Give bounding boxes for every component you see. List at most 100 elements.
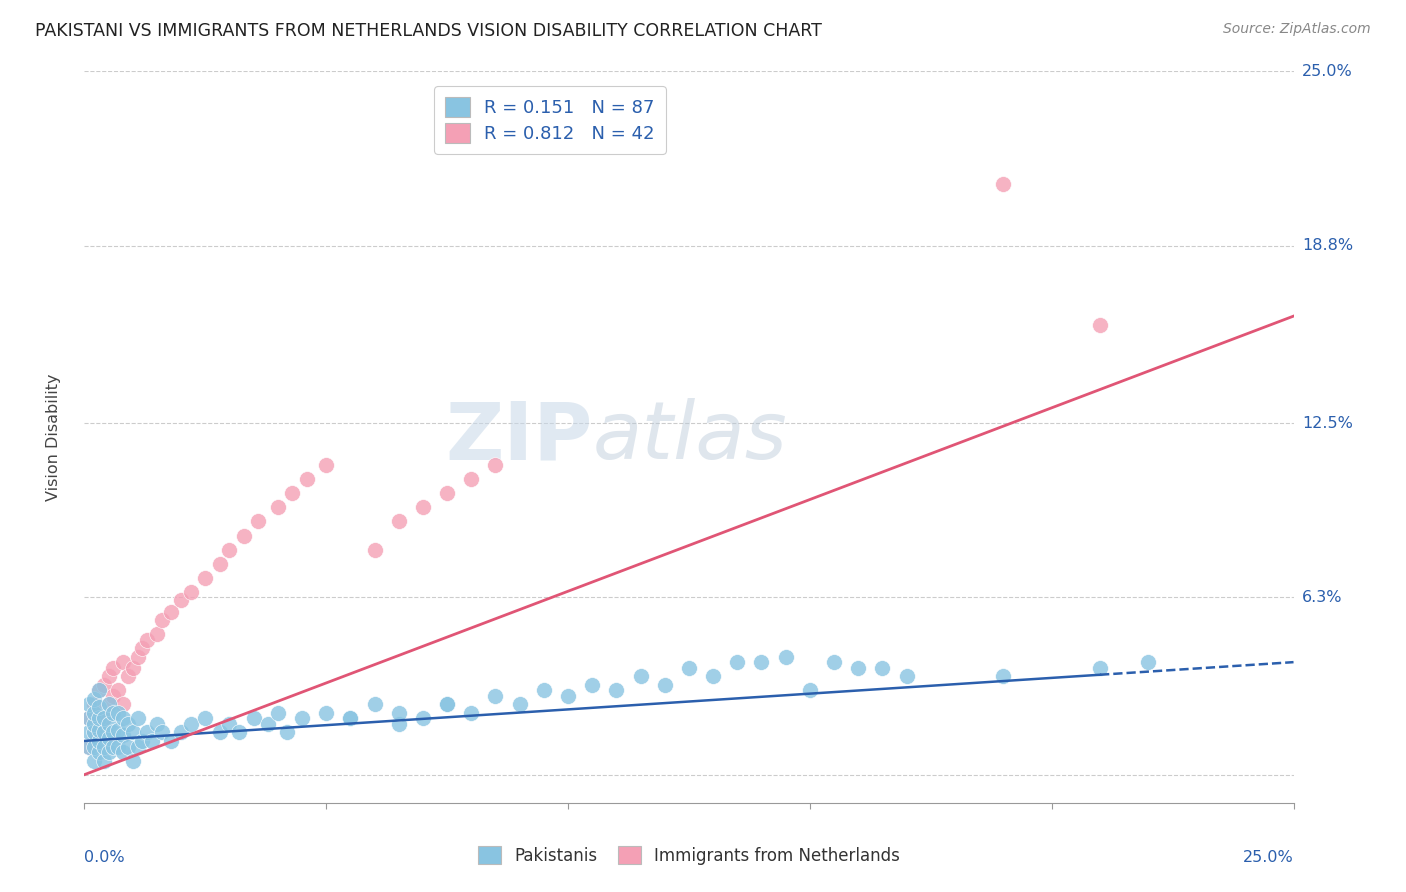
- Point: [180, 717, 202, 731]
- Point: [127, 739, 149, 754]
- Point: [1088, 318, 1111, 332]
- Point: [87, 723, 110, 737]
- Point: [136, 632, 159, 647]
- Point: [993, 669, 1015, 683]
- Text: Source: ZipAtlas.com: Source: ZipAtlas.com: [1223, 22, 1371, 37]
- Point: [77, 725, 100, 739]
- Point: [484, 689, 506, 703]
- Point: [388, 706, 411, 720]
- Point: [388, 717, 411, 731]
- Point: [83, 725, 105, 739]
- Point: [87, 717, 110, 731]
- Point: [228, 725, 250, 739]
- Point: [1088, 661, 1111, 675]
- Point: [127, 711, 149, 725]
- Point: [242, 711, 264, 725]
- Point: [775, 649, 797, 664]
- Point: [363, 698, 385, 712]
- Point: [93, 725, 115, 739]
- Point: [107, 683, 129, 698]
- Point: [83, 698, 105, 712]
- Point: [83, 706, 105, 720]
- Point: [872, 661, 894, 675]
- Point: [150, 725, 173, 739]
- Point: [77, 698, 100, 712]
- Point: [339, 711, 361, 725]
- Point: [896, 669, 918, 683]
- Point: [233, 528, 256, 542]
- Point: [87, 683, 110, 698]
- Point: [83, 754, 105, 768]
- Point: [291, 711, 314, 725]
- Point: [77, 711, 100, 725]
- Point: [267, 500, 290, 515]
- Point: [107, 723, 129, 737]
- Point: [276, 725, 298, 739]
- Point: [605, 683, 627, 698]
- Text: ZIP: ZIP: [444, 398, 592, 476]
- Point: [146, 627, 169, 641]
- Text: 6.3%: 6.3%: [1302, 590, 1343, 605]
- Point: [87, 700, 110, 714]
- Point: [121, 725, 143, 739]
- Text: 0.0%: 0.0%: [84, 850, 125, 865]
- Point: [160, 605, 183, 619]
- Point: [83, 691, 105, 706]
- Point: [315, 458, 337, 473]
- Text: 18.8%: 18.8%: [1302, 238, 1353, 253]
- Point: [97, 745, 120, 759]
- Point: [315, 706, 337, 720]
- Point: [112, 711, 135, 725]
- Text: atlas: atlas: [592, 398, 787, 476]
- Point: [131, 641, 153, 656]
- Point: [112, 698, 135, 712]
- Point: [127, 649, 149, 664]
- Point: [208, 557, 231, 571]
- Point: [533, 683, 555, 698]
- Point: [678, 661, 700, 675]
- Point: [103, 725, 125, 739]
- Point: [993, 177, 1015, 191]
- Point: [1137, 655, 1160, 669]
- Point: [702, 669, 724, 683]
- Text: 12.5%: 12.5%: [1302, 416, 1353, 431]
- Point: [83, 717, 105, 731]
- Point: [112, 728, 135, 742]
- Point: [557, 689, 579, 703]
- Y-axis label: Vision Disability: Vision Disability: [46, 374, 60, 500]
- Point: [97, 669, 120, 683]
- Point: [460, 472, 482, 486]
- Text: 25.0%: 25.0%: [1243, 850, 1294, 865]
- Point: [436, 698, 458, 712]
- Point: [436, 486, 458, 500]
- Point: [295, 472, 318, 486]
- Point: [103, 706, 125, 720]
- Point: [194, 571, 217, 585]
- Point: [281, 486, 304, 500]
- Point: [87, 745, 110, 759]
- Point: [146, 717, 169, 731]
- Point: [141, 734, 163, 748]
- Point: [799, 683, 821, 698]
- Point: [823, 655, 845, 669]
- Point: [412, 711, 434, 725]
- Point: [83, 739, 105, 754]
- Text: PAKISTANI VS IMMIGRANTS FROM NETHERLANDS VISION DISABILITY CORRELATION CHART: PAKISTANI VS IMMIGRANTS FROM NETHERLANDS…: [35, 22, 823, 40]
- Point: [83, 725, 105, 739]
- Point: [93, 711, 115, 725]
- Point: [412, 500, 434, 515]
- Point: [160, 734, 183, 748]
- Point: [751, 655, 773, 669]
- Point: [150, 613, 173, 627]
- Point: [97, 731, 120, 745]
- Point: [112, 655, 135, 669]
- Point: [247, 515, 270, 529]
- Point: [103, 689, 125, 703]
- Legend: Pakistanis, Immigrants from Netherlands: Pakistanis, Immigrants from Netherlands: [471, 839, 907, 871]
- Point: [87, 734, 110, 748]
- Point: [87, 711, 110, 725]
- Point: [136, 725, 159, 739]
- Point: [131, 734, 153, 748]
- Point: [112, 745, 135, 759]
- Point: [194, 711, 217, 725]
